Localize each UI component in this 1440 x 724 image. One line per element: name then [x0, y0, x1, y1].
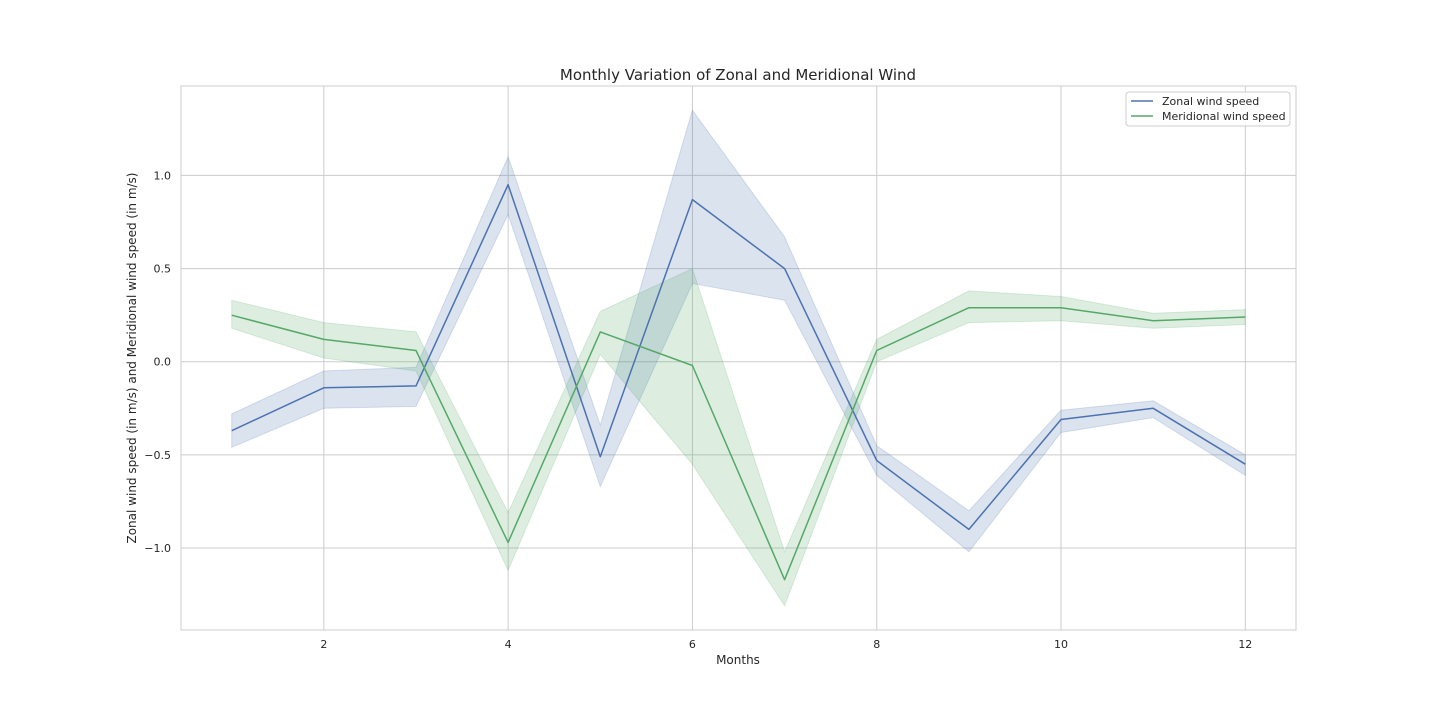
confidence-band-meridional	[231, 267, 1246, 607]
x-tick-label: 12	[1238, 638, 1252, 651]
chart-title: Monthly Variation of Zonal and Meridiona…	[560, 66, 916, 84]
y-tick-label: −0.5	[144, 449, 171, 462]
series-line-meridional	[231, 306, 1246, 581]
y-axis-label: Zonal wind speed (in m/s) and Meridional…	[125, 173, 139, 544]
x-tick-label: 10	[1054, 638, 1068, 651]
x-tick-labels: 2 4 6 8 10 12	[320, 638, 1252, 651]
y-tick-label: −1.0	[144, 542, 171, 555]
y-tick-label: 0.0	[154, 356, 172, 369]
x-tick-label: 2	[320, 638, 327, 651]
grid-lines	[181, 86, 1296, 630]
x-axis-label: Months	[716, 653, 760, 667]
x-tick-label: 6	[689, 638, 696, 651]
y-tick-label: 0.5	[154, 263, 172, 276]
legend-label-zonal: Zonal wind speed	[1162, 95, 1259, 108]
legend-label-meridional: Meridional wind speed	[1162, 110, 1286, 123]
y-tick-label: 1.0	[154, 169, 172, 182]
series-lines	[231, 183, 1246, 581]
confidence-bands	[231, 109, 1246, 607]
x-tick-label: 4	[505, 638, 512, 651]
confidence-band-zonal	[231, 109, 1246, 553]
x-tick-label: 8	[873, 638, 880, 651]
series-line-zonal	[231, 183, 1246, 531]
legend: Zonal wind speed Meridional wind speed	[1125, 91, 1291, 127]
legend-box	[1125, 91, 1291, 127]
y-tick-labels: −1.0 −0.5 0.0 0.5 1.0	[144, 169, 171, 555]
plot-frame	[180, 85, 1297, 631]
